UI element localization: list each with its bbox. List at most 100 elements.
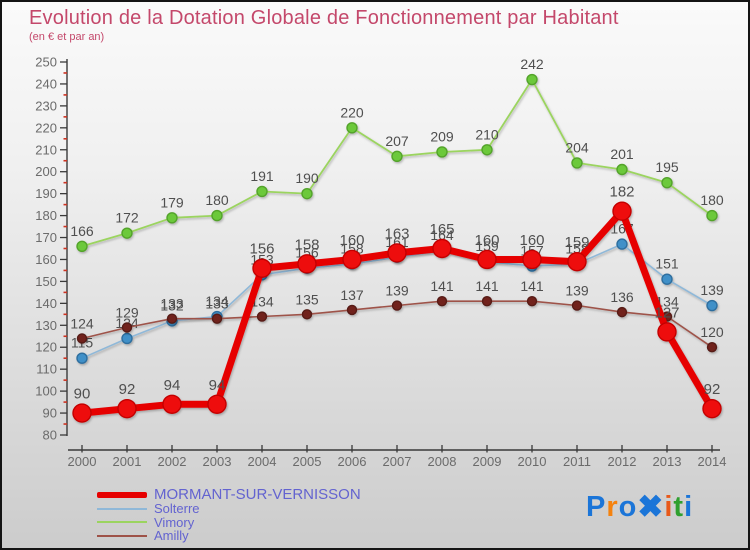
data-point [522, 249, 542, 270]
data-point [346, 304, 358, 316]
data-label: 135 [295, 291, 319, 307]
data-point [481, 295, 493, 307]
page-title: Evolution de la Dotation Globale de Fonc… [29, 7, 619, 29]
x-tick-label: 2005 [293, 454, 322, 469]
y-tick-label: 200 [35, 164, 57, 179]
series-mormant-sur-vernisson [72, 201, 722, 423]
legend-swatch-amilly [97, 534, 147, 537]
x-tick-label: 2007 [383, 454, 412, 469]
y-tick-label: 230 [35, 98, 57, 113]
title-block: Evolution de la Dotation Globale de Fonc… [29, 7, 619, 43]
y-tick-label: 170 [35, 230, 57, 245]
data-label: 158 [294, 236, 319, 253]
data-label: 129 [115, 304, 139, 320]
x-tick-label: 2003 [203, 454, 232, 469]
data-label: 160 [339, 232, 364, 249]
dgf-line-chart: 80 90 100 110 120 130 140 150 160 170 180 190 200 210… [35, 55, 726, 470]
data-label: 220 [340, 104, 364, 120]
data-point [616, 163, 628, 176]
data-label: 179 [160, 194, 184, 210]
data-point [481, 144, 493, 156]
data-point [121, 227, 133, 239]
logo-letter: i [684, 491, 694, 523]
x-tick-label: 2010 [518, 454, 547, 469]
x-tick-label: 2000 [68, 454, 97, 469]
legend-label-solterre: Solterre [154, 501, 200, 517]
series-amilly [76, 295, 718, 353]
data-point [211, 209, 223, 222]
data-point [166, 313, 178, 324]
data-label: 92 [704, 381, 721, 398]
y-tick-label: 240 [35, 76, 57, 91]
y-tick-label: 110 [36, 362, 57, 377]
data-label: 90 [74, 386, 91, 403]
data-label: 182 [609, 184, 634, 201]
data-label: 137 [340, 287, 364, 303]
data-point [301, 187, 313, 200]
data-label: 207 [385, 133, 409, 149]
data-point [477, 249, 497, 270]
legend-item-mormant: MORMANT-SUR-VERNISSON [97, 487, 361, 502]
y-tick-label: 140 [35, 296, 57, 311]
data-point [661, 176, 673, 189]
data-point [702, 398, 722, 419]
data-point [526, 295, 538, 307]
data-point [706, 299, 718, 312]
legend-item-amilly: Amilly [97, 529, 361, 543]
logo-letter: i [664, 491, 674, 523]
legend-item-vimory: Vimory [97, 516, 361, 530]
y-tick-label: 180 [35, 208, 57, 223]
data-point [76, 240, 88, 253]
data-point [387, 243, 407, 263]
data-point [616, 306, 628, 318]
data-point [297, 254, 317, 274]
data-point [76, 333, 88, 344]
y-tick-label: 100 [35, 384, 57, 399]
logo-letter: r [606, 491, 619, 523]
y-tick-label: 130 [35, 318, 57, 333]
data-label: 92 [119, 381, 136, 398]
data-label: 133 [160, 296, 184, 312]
legend-swatch-mormant [97, 491, 147, 498]
legend-swatch-solterre [97, 507, 147, 510]
x-tick-label: 2013 [653, 454, 682, 469]
legend-swatch-vimory [97, 521, 147, 524]
legend-label-vimory: Vimory [154, 514, 195, 530]
data-point [661, 273, 673, 285]
data-label: 166 [70, 223, 94, 239]
y-tick-label: 250 [35, 55, 57, 70]
data-label: 120 [700, 324, 724, 340]
data-label: 94 [209, 377, 226, 394]
page-subtitle: (en € et par an) [29, 31, 105, 43]
data-label: 141 [475, 278, 499, 294]
data-label: 139 [565, 283, 589, 299]
data-label: 180 [700, 192, 724, 208]
data-label: 151 [655, 256, 679, 272]
data-label: 124 [70, 315, 94, 331]
logo-letter: P [586, 491, 607, 523]
legend-label-amilly: Amilly [154, 528, 189, 544]
data-point [706, 342, 718, 353]
legend-item-solterre: Solterre [97, 502, 361, 516]
data-label: 141 [430, 278, 454, 294]
logo-letter: t [673, 491, 685, 523]
data-point [162, 394, 182, 414]
data-label: 165 [429, 221, 454, 238]
data-point [612, 201, 632, 221]
x-tick-label: 2009 [473, 454, 502, 469]
logo-letter: o [618, 491, 638, 523]
x-tick-label: 2001 [113, 454, 142, 469]
data-point [436, 295, 448, 307]
data-label: 242 [520, 56, 544, 72]
proxiti-logo[interactable]: Pro✖iti [586, 488, 693, 524]
legend: MORMANT-SUR-VERNISSON Solterre Vimory Am… [97, 487, 361, 543]
data-point [166, 212, 178, 224]
data-label: 132 [160, 297, 184, 313]
data-point [121, 332, 133, 345]
y-tick-label: 150 [35, 274, 57, 289]
data-label: 94 [164, 377, 181, 394]
data-label: 163 [384, 225, 409, 242]
data-point [657, 322, 677, 342]
data-point [571, 157, 583, 169]
